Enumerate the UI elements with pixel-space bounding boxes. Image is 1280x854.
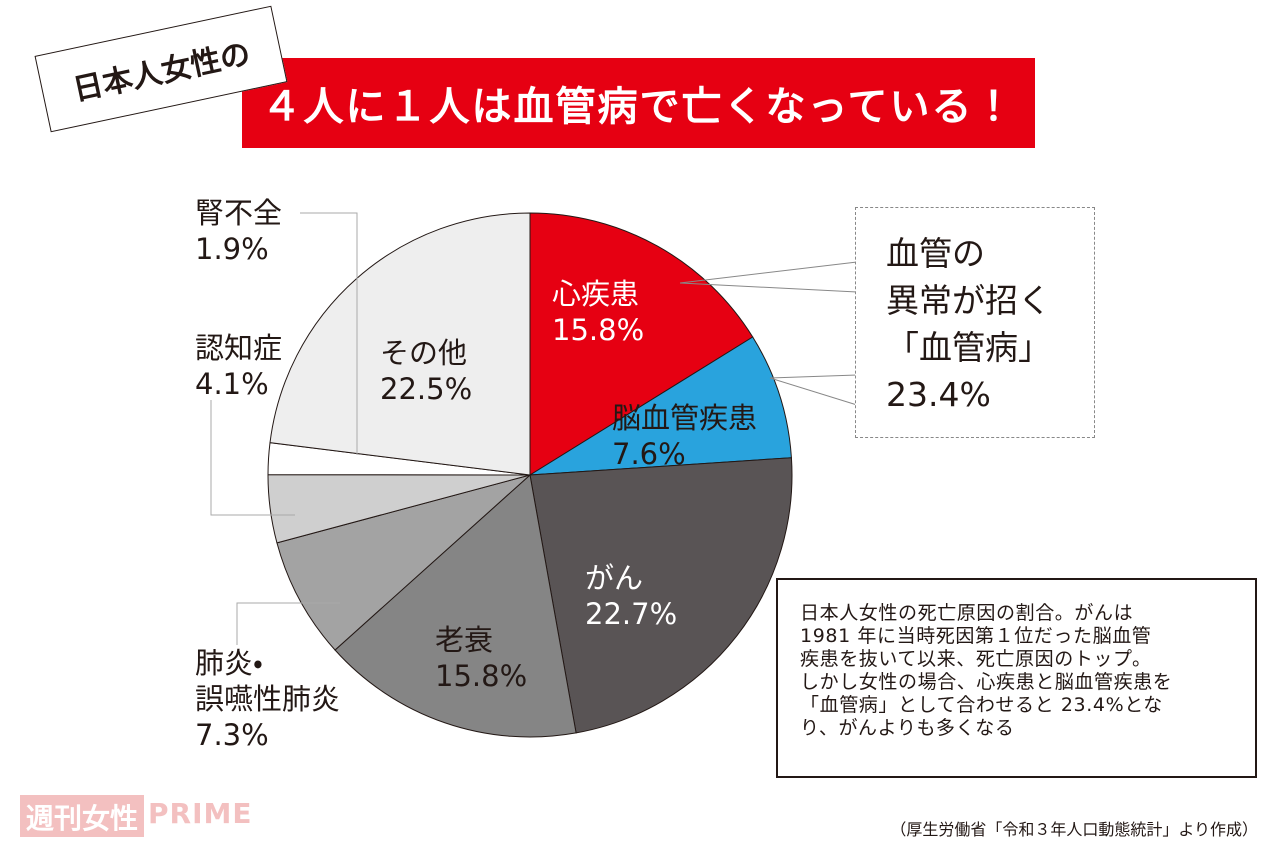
category-label: 老衰 [435,623,494,657]
callout-pointer [679,282,858,293]
value-label: 15.8% [552,313,645,347]
slice-label: その他 22.5% [380,335,472,407]
pie-slice [529,212,754,476]
category-label: 認知症 [195,331,283,365]
pie-slice [334,474,577,738]
callout-pointer [679,261,858,284]
value-label: 7.3% [195,718,269,752]
slice-label: 心疾患 15.8% [552,276,644,348]
logo: 週刊女性 PRIME [20,795,257,837]
slice-label: がん 22.7% [585,560,677,632]
callout-line: 血管の [886,234,985,273]
value-label: 22.5% [380,372,473,406]
leader-line [210,400,295,516]
headline: ４人に１人は血管病で亡くなっている！ [242,58,1035,148]
category-label: その他 [380,336,468,370]
callout-line: 「血管病」 [886,328,1051,367]
category-label: 肺炎・ 誤嚥性肺炎 [195,646,341,716]
slice-label: 肺炎・ 誤嚥性肺炎 7.3% [195,645,340,753]
leader-line [300,212,358,455]
callout: 血管の異常が招く「血管病」 23.4% [855,207,1095,438]
logo-text: PRIME [148,797,253,830]
slice-label: 脳血管疾患 7.6% [612,400,757,472]
slice-label: 老衰 15.8% [435,622,527,694]
note-line: 日本人女性の死亡原因の割合。がんは [800,602,1134,624]
callout-line: 異常が招く [886,281,1051,320]
pie-slice [276,474,531,651]
note-line: しかし女性の場合、心疾患と脳血管疾患を [800,671,1173,693]
value-label: 15.8% [435,659,528,693]
pie-slice [529,457,793,734]
category-label: 腎不全 [195,196,283,230]
category-label: 心疾患 [552,277,640,311]
value-label: 1.9% [195,232,269,266]
callout-pointer [769,374,858,379]
category-label: がん [585,561,644,595]
leader-line [236,602,340,645]
note-line: 疾患を抜いて以来、死亡原因のトップ。 [800,648,1152,670]
callout-line: 23.4% [886,375,991,414]
note-line: 1981 年に当時死因第１位だった脳血管 [800,625,1152,647]
note-line: り、がんよりも多くなる [800,717,1015,739]
value-label: 4.1% [195,367,269,401]
slice-label: 腎不全 1.9% [195,195,282,267]
callout-pointer [769,377,858,406]
pie-slice [529,336,792,476]
value-label: 22.7% [585,597,678,631]
logo-text: 週刊女性 [20,795,145,837]
category-label: 脳血管疾患 [612,401,758,435]
value-label: 7.6% [612,437,686,471]
slice-label: 認知症 4.1% [195,330,282,402]
note-line: 「血管病」として合わせると 23.4%とな [800,694,1163,716]
note: 日本人女性の死亡原因の割合。がんは 1981 年に当時死因第１位だった脳血管 疾患を… [776,578,1257,778]
source: （厚生労働省「令和３年人口動態統計」より作成） [890,820,1258,839]
